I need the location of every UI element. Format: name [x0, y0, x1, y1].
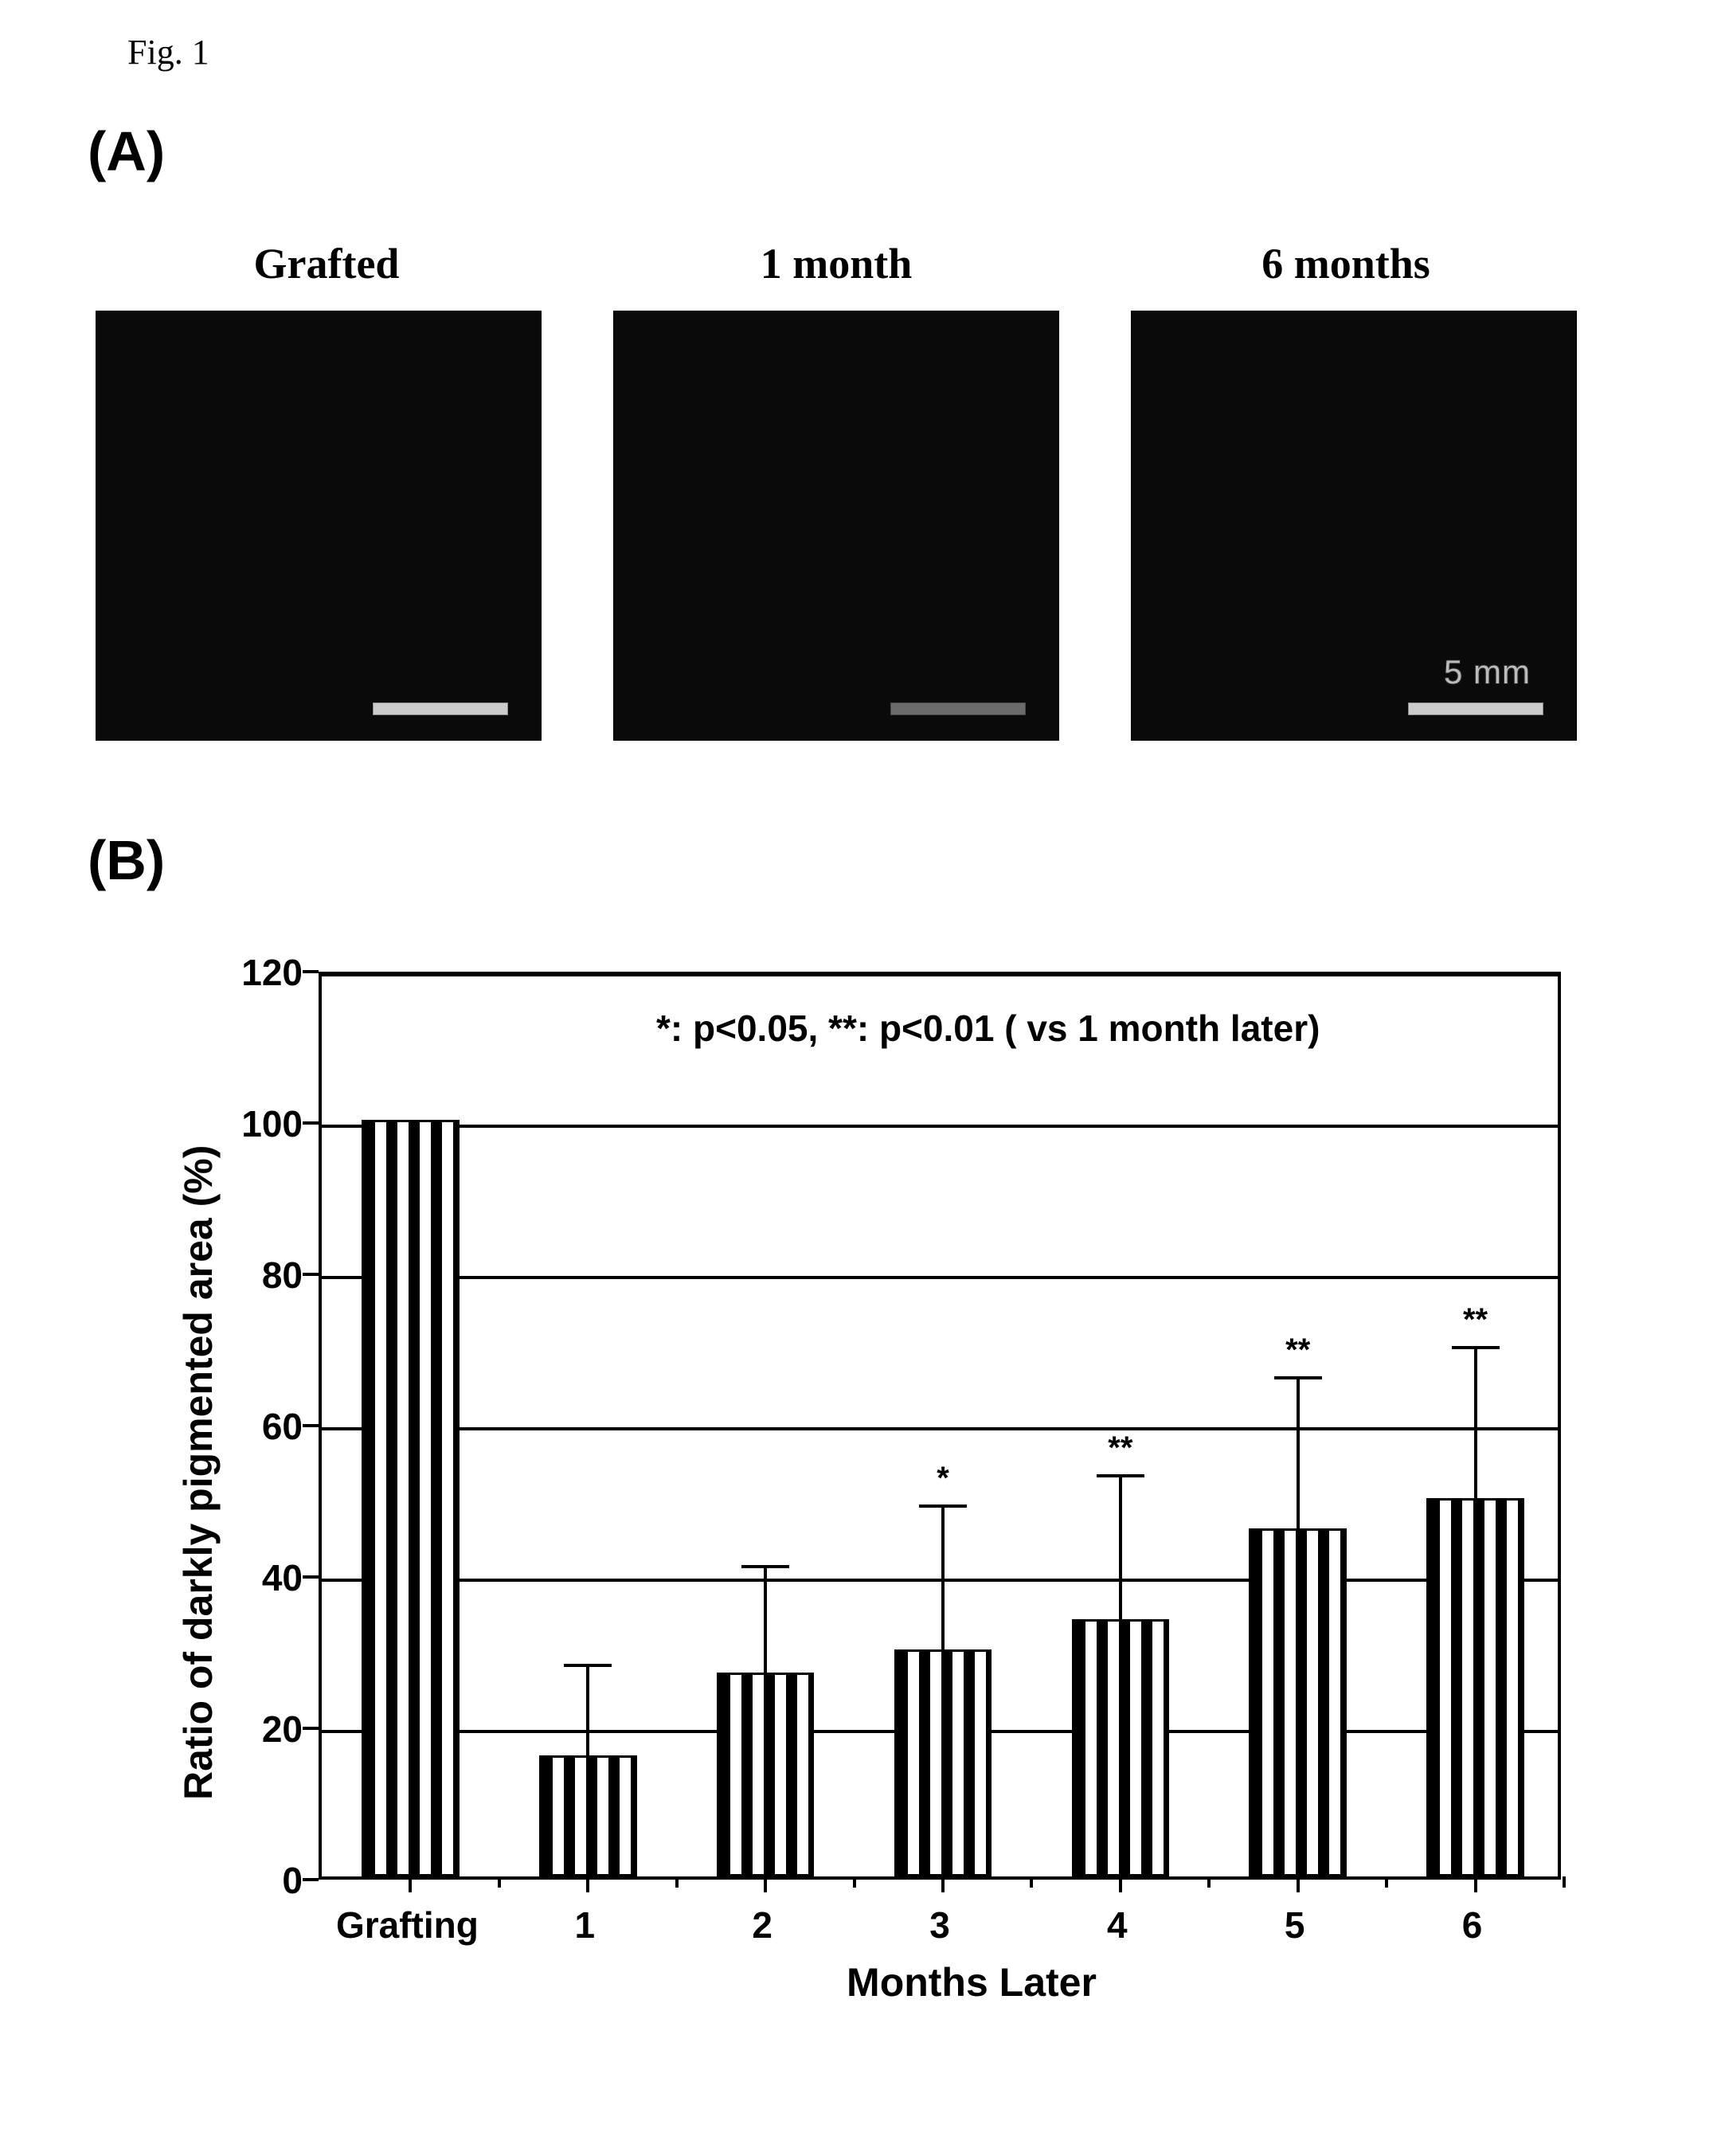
x-tick-mark: [675, 1876, 679, 1888]
panel-b-label: (B): [88, 828, 165, 892]
panel-a-image-grafted: [96, 311, 542, 741]
chart-bar: [717, 1673, 815, 1877]
x-tick-mark: [1563, 1876, 1566, 1888]
error-bar-cap: [1452, 1346, 1500, 1349]
chart-bar: [539, 1755, 637, 1876]
significance-marker: *: [911, 1461, 975, 1497]
x-tick-label: 6: [1425, 1904, 1520, 1947]
figure-label: Fig. 1: [127, 32, 209, 72]
chart-container: Ratio of darkly pigmented area (%) *: p<…: [151, 956, 1585, 1991]
x-tick-mark: [853, 1876, 856, 1888]
gridline: [322, 1125, 1558, 1128]
chart-bar: [362, 1120, 460, 1876]
y-tick-label: 100: [231, 1102, 303, 1145]
panel-a-header-grafted: Grafted: [207, 239, 446, 288]
x-tick-mark: [1207, 1876, 1211, 1888]
y-tick-mark: [303, 1273, 319, 1276]
y-tick-label: 120: [231, 951, 303, 994]
x-tick-label: 2: [714, 1904, 810, 1947]
chart-bar: [1072, 1619, 1170, 1876]
y-tick-mark: [303, 1575, 319, 1579]
x-tick-mark: [1119, 1876, 1122, 1892]
error-bar: [586, 1664, 589, 1763]
x-tick-mark: [941, 1876, 945, 1892]
scale-bar: [1408, 702, 1543, 715]
y-tick-label: 80: [231, 1254, 303, 1297]
scale-bar: [373, 702, 508, 715]
gridline: [322, 1427, 1558, 1430]
x-axis-label: Months Later: [772, 1959, 1171, 2005]
x-tick-mark: [586, 1876, 589, 1892]
panel-a-image-1month: [613, 311, 1059, 741]
x-tick-mark: [1030, 1876, 1033, 1888]
scale-bar: [890, 702, 1026, 715]
gridline: [322, 1276, 1558, 1279]
y-tick-label: 20: [231, 1708, 303, 1751]
x-tick-mark: [764, 1876, 767, 1892]
error-bar-cap: [919, 1505, 967, 1508]
plot-area: *: p<0.05, **: p<0.01 ( vs 1 month later…: [319, 972, 1561, 1880]
x-tick-mark: [1474, 1876, 1477, 1892]
x-tick-mark: [1385, 1876, 1388, 1888]
scale-label: 5 mm: [1444, 653, 1531, 691]
panel-a-label: (A): [88, 119, 165, 183]
y-tick-label: 60: [231, 1405, 303, 1448]
error-bar-cap: [1274, 1376, 1322, 1379]
error-bar-cap: [1097, 1474, 1144, 1477]
x-tick-label: 5: [1247, 1904, 1343, 1947]
x-tick-label: 1: [537, 1904, 632, 1947]
gridline: [322, 973, 1558, 976]
panel-a-header-6months: 6 months: [1226, 239, 1465, 288]
significance-marker: **: [1089, 1430, 1152, 1466]
error-bar: [1474, 1346, 1477, 1505]
x-tick-label: 4: [1070, 1904, 1165, 1947]
gridline: [322, 1579, 1558, 1582]
y-tick-mark: [303, 970, 319, 973]
significance-marker: **: [1444, 1302, 1508, 1338]
chart-annotation: *: p<0.05, **: p<0.01 ( vs 1 month later…: [656, 1007, 1320, 1050]
panel-a-image-6months: 5 mm: [1131, 311, 1577, 741]
chart-bar: [1249, 1528, 1347, 1876]
y-tick-mark: [303, 1727, 319, 1730]
x-tick-mark: [1297, 1876, 1300, 1892]
x-tick-mark: [409, 1876, 412, 1892]
y-tick-mark: [303, 1878, 319, 1881]
y-tick-label: 0: [231, 1859, 303, 1902]
x-tick-mark: [498, 1876, 501, 1888]
y-tick-mark: [303, 1121, 319, 1125]
significance-marker: **: [1266, 1332, 1330, 1368]
chart-bar: [894, 1649, 992, 1876]
y-tick-mark: [303, 1424, 319, 1427]
error-bar: [1297, 1376, 1300, 1536]
x-tick-label: 3: [892, 1904, 988, 1947]
panel-a-header-1month: 1 month: [717, 239, 956, 288]
y-tick-label: 40: [231, 1556, 303, 1599]
error-bar-cap: [564, 1664, 612, 1667]
error-bar: [764, 1565, 767, 1679]
x-tick-label: Grafting: [319, 1904, 495, 1947]
y-axis-label: Ratio of darkly pigmented area (%): [175, 1145, 221, 1800]
error-bar: [941, 1505, 945, 1656]
error-bar: [1119, 1474, 1122, 1626]
error-bar-cap: [741, 1565, 789, 1568]
chart-bar: [1426, 1498, 1524, 1876]
